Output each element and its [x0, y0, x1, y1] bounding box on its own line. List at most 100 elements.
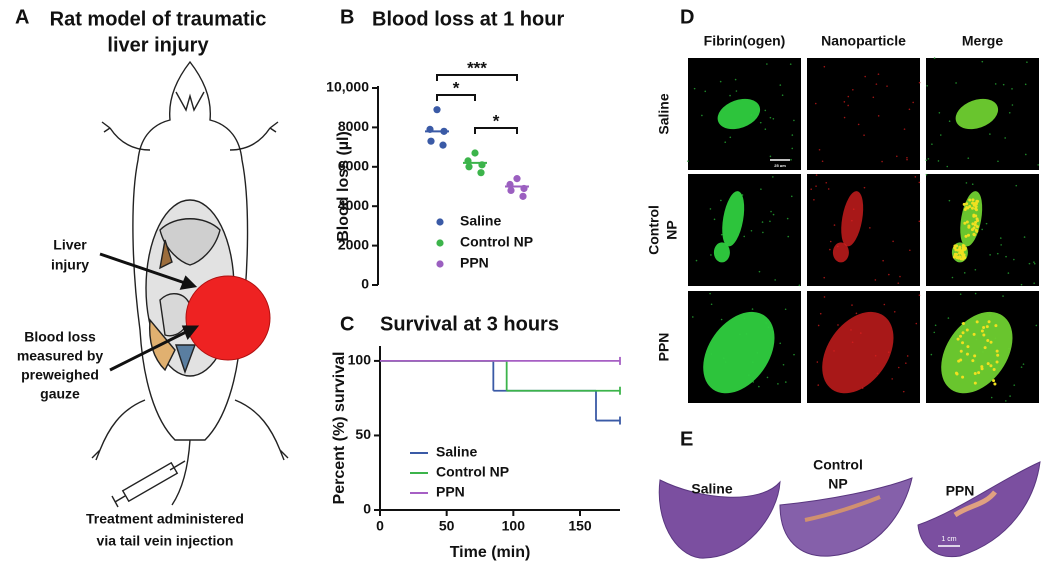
speckle [981, 60, 984, 63]
speckle [724, 141, 727, 144]
speckle [827, 188, 830, 190]
signal [841, 191, 864, 247]
colocalization [975, 320, 979, 324]
colocalization [973, 354, 977, 358]
speckle [1004, 137, 1006, 139]
speckle [821, 160, 824, 163]
speckle [729, 94, 731, 97]
speckle [1035, 324, 1038, 327]
speckle [869, 227, 871, 229]
speckle [959, 293, 962, 295]
speckle [985, 222, 988, 225]
speckle [918, 181, 921, 184]
colocalization [983, 346, 987, 350]
colocalization [987, 320, 991, 324]
speckle [893, 310, 896, 313]
colocalization [961, 375, 965, 379]
histology-label: PPN [946, 483, 975, 499]
histology-sections [658, 461, 1041, 559]
colocalization [975, 217, 979, 221]
significance-label: * [453, 78, 460, 97]
colocalization [958, 256, 962, 260]
speckle [777, 383, 779, 385]
speckle [710, 303, 713, 306]
speckle [779, 84, 782, 86]
speckle [874, 279, 877, 281]
speckle [918, 294, 921, 296]
y-tick-label: 100 [348, 352, 372, 368]
speckle [908, 108, 911, 111]
speckle [719, 80, 722, 83]
speckle [786, 217, 789, 220]
speckle [1013, 384, 1016, 386]
micrograph [807, 174, 920, 286]
speckle [734, 78, 737, 81]
speckle [938, 111, 941, 114]
colocalization [958, 245, 962, 249]
speckle [1024, 153, 1027, 156]
speckle [974, 292, 977, 295]
speckle [766, 63, 768, 65]
histology-label: NP [828, 476, 847, 492]
speckle [789, 63, 792, 65]
blood-loss-label: Blood loss [24, 329, 96, 345]
colocalization [961, 248, 965, 252]
speckle [897, 282, 900, 284]
speckle [770, 210, 772, 213]
signal [941, 311, 1013, 394]
speckle [1033, 261, 1035, 263]
significance-bracket [436, 94, 476, 101]
speckle [710, 254, 712, 256]
micrograph [688, 174, 801, 286]
speckle [989, 254, 991, 256]
speckle [784, 381, 787, 383]
liver-label: injury [51, 257, 89, 273]
speckle [946, 165, 949, 168]
speckle [1002, 295, 1004, 297]
colocalization [961, 244, 965, 248]
colocalization [973, 223, 977, 227]
speckle [709, 208, 712, 210]
speckle [926, 85, 928, 87]
speckle [695, 259, 698, 262]
legend-label: Saline [436, 444, 477, 460]
liver-label: Liver [53, 237, 87, 253]
colocalization [974, 228, 978, 232]
speckle [781, 94, 784, 97]
speckle [864, 75, 866, 78]
colocalization [961, 322, 965, 326]
speckle [764, 109, 767, 112]
speckle [875, 83, 878, 85]
speckle [914, 176, 917, 178]
speckle [779, 342, 782, 345]
row-label: Control [646, 205, 662, 255]
speckle [751, 308, 754, 310]
y-tick-label: 2000 [338, 236, 369, 252]
speckle [823, 276, 826, 279]
column-header: Nanoparticle [821, 33, 906, 49]
speckle [772, 117, 775, 120]
colocalization [985, 325, 989, 329]
panel-letter: A [15, 6, 29, 28]
speckle [1028, 262, 1031, 265]
speckle [897, 366, 900, 369]
speckle [906, 158, 908, 161]
data-point [427, 137, 435, 145]
speckle [1015, 184, 1018, 187]
speckle [974, 268, 977, 271]
colocalization [955, 252, 959, 256]
speckle [758, 385, 760, 388]
y-tick-label: 4000 [338, 197, 369, 213]
signal [717, 98, 761, 130]
speckle [693, 87, 696, 90]
colocalization [965, 352, 969, 356]
colocalization [973, 372, 977, 376]
column-header: Fibrin(ogen) [704, 33, 786, 49]
speckle [1023, 236, 1026, 238]
speckle [790, 195, 793, 198]
y-axis-label: Blood loss (µl) [335, 131, 352, 242]
blood-loss-label: preweighed [21, 367, 99, 383]
x-axis-label: Time (min) [450, 544, 531, 561]
colocalization [972, 233, 976, 237]
